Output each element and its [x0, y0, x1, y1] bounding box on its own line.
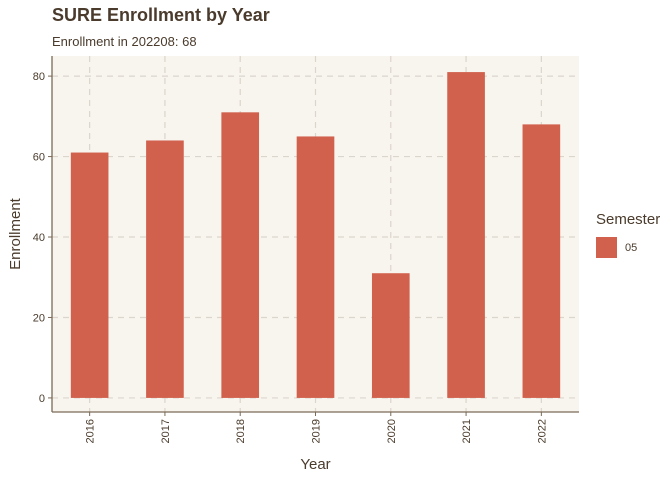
bar-2021 — [447, 72, 485, 398]
x-tick-label: 2018 — [235, 419, 247, 443]
legend-item: 05 — [596, 237, 660, 258]
bar-2020 — [371, 273, 410, 398]
y-tick-label: 0 — [39, 393, 45, 405]
x-tick-label: 2020 — [386, 419, 398, 443]
x-tick-label: 2019 — [311, 419, 323, 443]
axes: 0 20 40 60 80 2016 2017 2018 2019 2020 2021 2022 — [33, 56, 579, 443]
legend-title: Semester — [596, 211, 661, 228]
y-tick-label: 40 — [33, 232, 45, 244]
x-tick-label: 2016 — [85, 419, 97, 443]
bar-2016 — [70, 152, 109, 398]
x-tick-label: 2022 — [536, 419, 548, 443]
y-axis-title: Enrollment — [7, 197, 24, 270]
chart-subtitle: Enrollment in 202208: 68 — [52, 34, 197, 49]
x-axis-title: Year — [300, 456, 330, 473]
bar-2018 — [221, 112, 260, 398]
bars — [70, 72, 561, 398]
chart-title: SURE Enrollment by Year — [52, 5, 270, 25]
y-tick-label: 80 — [33, 71, 45, 83]
legend: Semester 05 — [596, 211, 660, 258]
bar-2017 — [146, 140, 184, 398]
y-tick-label: 60 — [33, 152, 45, 164]
x-tick-label: 2021 — [461, 419, 473, 443]
x-tick-label: 2017 — [160, 419, 172, 443]
legend-label: 05 — [625, 241, 638, 254]
y-tick-label: 20 — [33, 312, 45, 324]
bar-2019 — [296, 136, 335, 398]
bar-2022 — [522, 124, 561, 398]
legend-swatch — [596, 237, 617, 258]
